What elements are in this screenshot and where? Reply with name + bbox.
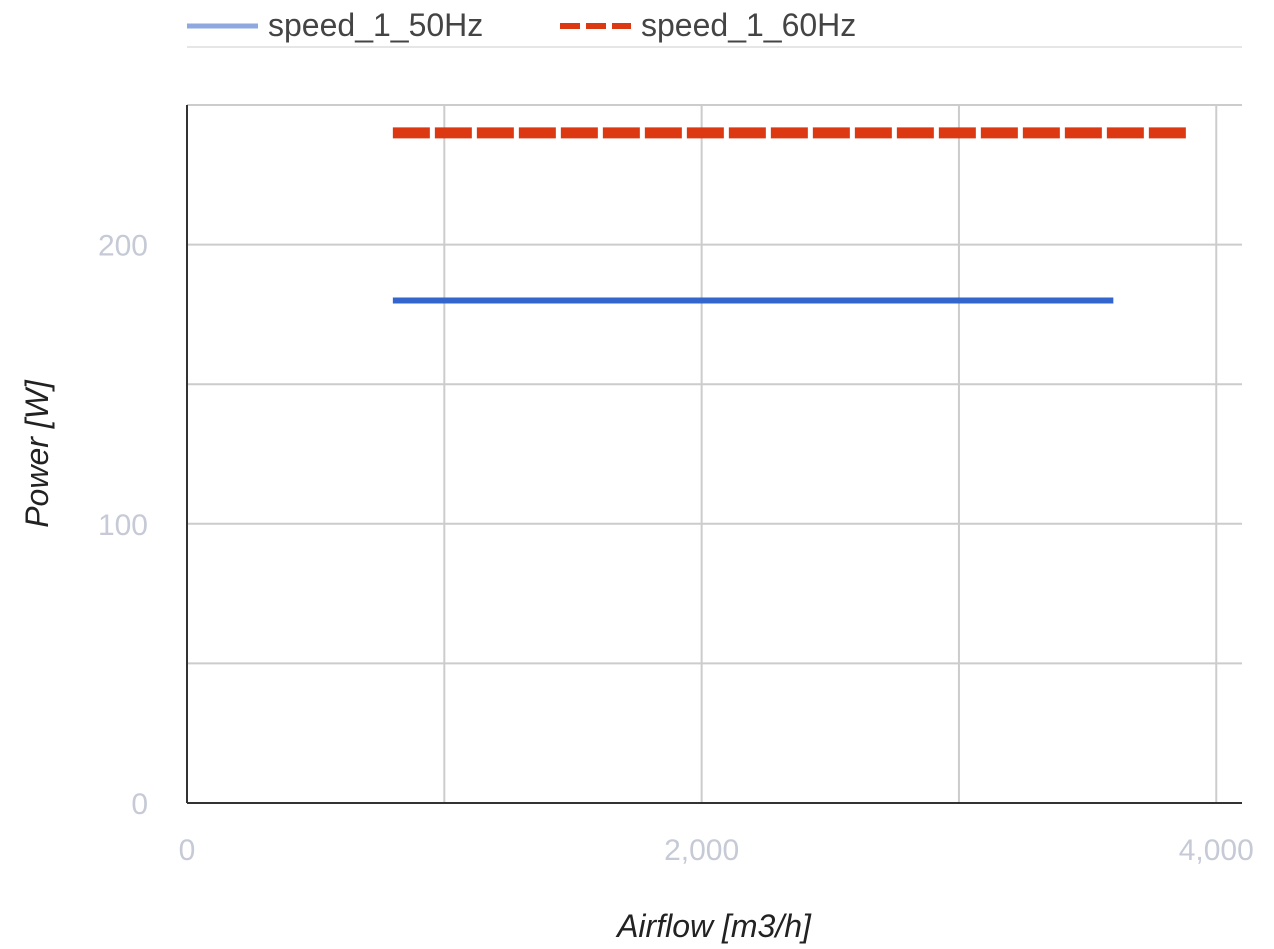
legend: speed_1_50Hz speed_1_60Hz [187,7,1242,47]
y-axis-title: Power [W] [19,379,55,528]
legend-label-speed-1-60hz: speed_1_60Hz [641,7,856,43]
y-tick-label: 100 [98,509,148,542]
legend-item-speed-1-50hz[interactable]: speed_1_50Hz [187,7,483,43]
x-tick-label: 4,000 [1179,834,1254,867]
legend-label-speed-1-50hz: speed_1_50Hz [268,7,483,43]
axes [187,105,1242,803]
x-tick-label: 2,000 [664,834,739,867]
y-tick-label: 0 [131,788,148,821]
gridlines [187,105,1242,803]
x-axis-title: Airflow [m3/h] [615,908,812,944]
tick-labels: 0 2,000 4,000 0 100 200 [98,230,1254,867]
x-tick-label: 0 [179,834,196,867]
series-lines [393,133,1191,301]
y-tick-label: 200 [98,230,148,263]
legend-item-speed-1-60hz[interactable]: speed_1_60Hz [560,7,856,43]
